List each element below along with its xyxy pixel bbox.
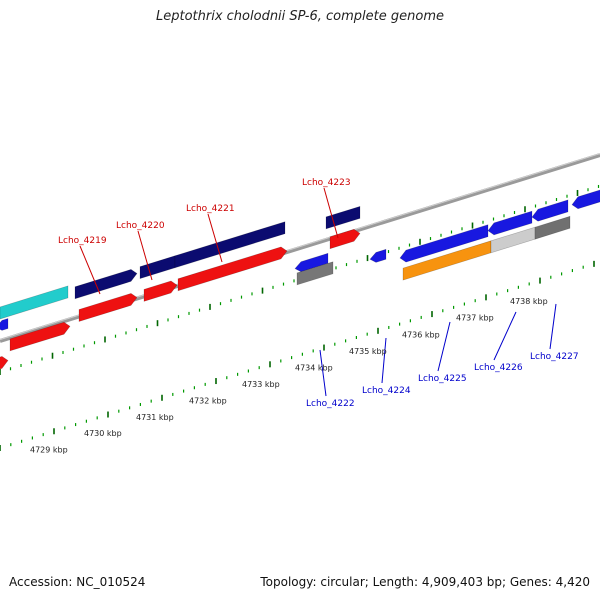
inner-tick-ring <box>0 260 595 451</box>
scale-label: 4732 kbp <box>189 396 227 405</box>
genome-summary-text: Topology: circular; Length: 4,909,403 bp… <box>260 575 590 589</box>
gene-label-forward: Lcho_4220 <box>116 221 165 231</box>
gene-block-lcho-4219 <box>74 269 138 300</box>
gene-label-reverse: Lcho_4226 <box>474 363 523 373</box>
gene-block-edge-right <box>571 189 600 210</box>
gene-block-lcho-4227 <box>531 199 569 222</box>
label-leader-lines <box>79 187 557 397</box>
scale-label: 4730 kbp <box>84 429 122 438</box>
scale-label: 4731 kbp <box>136 413 174 422</box>
gene-block-lcho-4222 <box>294 252 329 273</box>
gene-labels: Lcho_4219 Lcho_4220 Lcho_4221 Lcho_4223 Lcho… <box>58 178 579 409</box>
gene-block-lcho-4224 <box>369 248 387 263</box>
scale-label: 4738 kbp <box>510 297 548 306</box>
cds-block-red-2 <box>78 293 138 322</box>
cds-block-red-4 <box>177 246 288 292</box>
label-leader-line <box>207 213 223 263</box>
gene-block-lcho-4221 <box>174 221 286 269</box>
gene-label-reverse: Lcho_4222 <box>306 399 355 409</box>
label-leader-line <box>549 303 557 350</box>
label-leader-line <box>493 311 517 361</box>
rna-block-grey-1 <box>296 261 334 286</box>
label-leader-line <box>437 321 451 372</box>
cds-block-red-edge <box>0 356 9 370</box>
label-leader-line <box>137 230 153 281</box>
gene-block-lcho-4225 <box>399 224 489 263</box>
outer-tick-ring <box>0 184 600 375</box>
scale-labels: 4729 kbp 4730 kbp 4731 kbp 4732 kbp 4733 kbp… <box>30 297 548 455</box>
label-leader-line <box>323 187 339 239</box>
gene-block-lcho-4223 <box>325 205 361 230</box>
gene-label-forward: Lcho_4221 <box>186 204 235 214</box>
accession-text: Accession: NC_010524 <box>9 575 146 589</box>
map-title: Leptothrix cholodnii SP-6, complete geno… <box>156 9 444 24</box>
gene-label-reverse: Lcho_4225 <box>418 374 467 384</box>
gene-block-lcho-4226 <box>487 210 533 236</box>
scale-label: 4737 kbp <box>456 314 494 323</box>
label-leader-line <box>381 337 387 384</box>
rna-block-grey-2 <box>534 215 571 240</box>
cds-block-red-1 <box>9 321 71 352</box>
scale-label: 4734 kbp <box>295 364 333 373</box>
label-leader-line <box>79 245 101 295</box>
scale-label: 4729 kbp <box>30 446 68 455</box>
gene-label-forward: Lcho_4223 <box>302 178 351 188</box>
gene-label-reverse: Lcho_4227 <box>530 352 579 362</box>
scale-label: 4736 kbp <box>402 330 440 339</box>
gene-label-forward: Lcho_4219 <box>58 236 107 246</box>
gene-block-edge <box>0 318 9 331</box>
scale-label: 4733 kbp <box>242 380 280 389</box>
feature-tracks <box>0 189 600 370</box>
scale-label: 4735 kbp <box>349 347 387 356</box>
label-leader-line <box>319 349 327 397</box>
cds-block-red-3 <box>143 280 178 302</box>
gene-block-lcho-4220 <box>139 255 176 280</box>
cds-block-red-5 <box>329 228 361 250</box>
gene-label-reverse: Lcho_4224 <box>362 386 411 396</box>
gene-block-cyan <box>0 285 69 320</box>
